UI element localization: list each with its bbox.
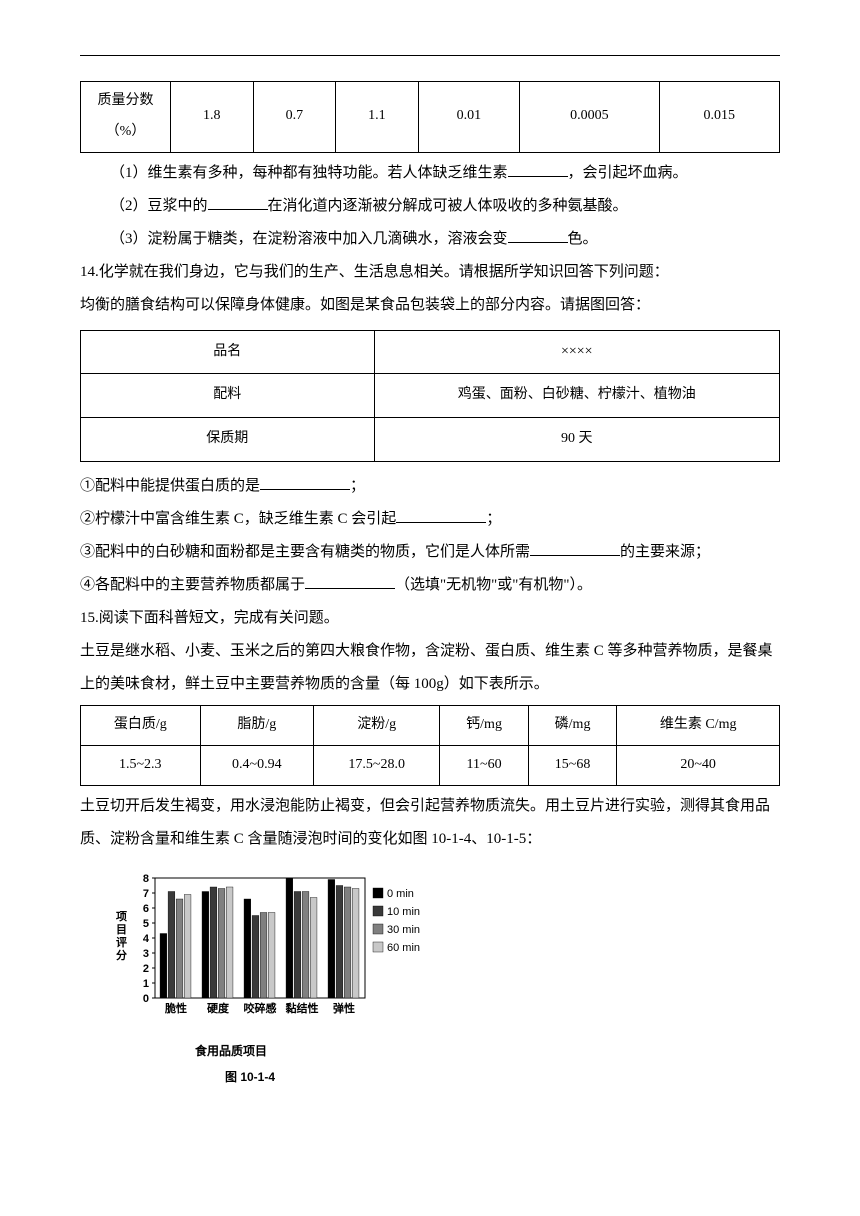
- svg-text:弹性: 弹性: [333, 1001, 355, 1015]
- svg-text:4: 4: [143, 933, 150, 945]
- svg-text:咬碎感: 咬碎感: [244, 1001, 277, 1015]
- svg-text:0 min: 0 min: [387, 888, 414, 900]
- svg-text:10 min: 10 min: [387, 906, 420, 918]
- cell: 90 天: [374, 418, 779, 462]
- cell: 品名: [81, 330, 375, 374]
- cell: 1.5~2.3: [81, 745, 201, 785]
- q14-part2: ②柠檬汁中富含维生素 C，缺乏维生素 C 会引起 ；: [80, 503, 780, 536]
- cell: 17.5~28.0: [314, 745, 440, 785]
- q13-part2: （2）豆浆中的 在消化道内逐渐被分解成可被人体吸收的多种氨基酸。: [80, 190, 780, 223]
- blank: [508, 228, 568, 243]
- svg-text:5: 5: [143, 918, 149, 930]
- chart-caption: 图 10-1-4: [225, 1064, 780, 1090]
- table-row: 1.5~2.3 0.4~0.94 17.5~28.0 11~60 15~68 2…: [81, 745, 780, 785]
- cell: ××××: [374, 330, 779, 374]
- cell: 保质期: [81, 418, 375, 462]
- text: ③配料中的白砂糖和面粉都是主要含有糖类的物质，它们是人体所需: [80, 544, 530, 560]
- cell: 0.015: [659, 82, 779, 153]
- text: 色。: [568, 231, 598, 247]
- header: 脂肪/g: [200, 705, 314, 745]
- page-top-rule: [80, 55, 780, 56]
- svg-text:7: 7: [143, 888, 149, 900]
- header: 淀粉/g: [314, 705, 440, 745]
- cell: 15~68: [528, 745, 617, 785]
- cell: 0.0005: [520, 82, 659, 153]
- svg-text:2: 2: [143, 963, 149, 975]
- header: 磷/mg: [528, 705, 617, 745]
- cell: 0.7: [253, 82, 336, 153]
- blank: [396, 508, 486, 523]
- svg-text:6: 6: [143, 903, 149, 915]
- header: 蛋白质/g: [81, 705, 201, 745]
- q15-intro: 15.阅读下面科普短文，完成有关问题。: [80, 602, 780, 635]
- cell: 1.1: [336, 82, 419, 153]
- cell: 0.4~0.94: [200, 745, 314, 785]
- bar-chart-figure: 0 1 2 3 4 5 6 7 8 项目评分脆性 硬度咬碎感黏结性弹性 0 min 10 min 30 m…: [100, 868, 780, 1091]
- row-label: 质量分数（%）: [81, 82, 171, 153]
- table-row: 保质期 90 天: [81, 418, 780, 462]
- cell: 0.01: [418, 82, 520, 153]
- potato-nutrition-table: 蛋白质/g 脂肪/g 淀粉/g 钙/mg 磷/mg 维生素 C/mg 1.5~2…: [80, 705, 780, 786]
- svg-text:8: 8: [143, 873, 149, 885]
- chart-xlabel: 食用品质项目: [195, 1038, 780, 1064]
- q15-body2: 土豆切开后发生褐变，用水浸泡能防止褐变，但会引起营养物质流失。用土豆片进行实验，…: [80, 790, 780, 856]
- text: （1）维生素有多种，每种都有独特功能。若人体缺乏维生素: [110, 165, 508, 181]
- svg-text:30 min: 30 min: [387, 924, 420, 936]
- svg-text:项目评分: 项目评分: [116, 910, 127, 962]
- text: （选填"无机物"或"有机物"）。: [395, 577, 592, 593]
- q14-part1: ①配料中能提供蛋白质的是 ；: [80, 470, 780, 503]
- bar-chart-svg: 0 1 2 3 4 5 6 7 8 项目评分脆性 硬度咬碎感黏结性弹性 0 min 10 min 30 m…: [100, 868, 460, 1023]
- text: （3）淀粉属于糖类，在淀粉溶液中加入几滴碘水，溶液会变: [110, 231, 508, 247]
- svg-text:3: 3: [143, 948, 149, 960]
- text: 在消化道内逐渐被分解成可被人体吸收的多种氨基酸。: [268, 198, 628, 214]
- svg-text:60 min: 60 min: [387, 942, 420, 954]
- cell: 1.8: [171, 82, 254, 153]
- svg-text:1: 1: [143, 978, 149, 990]
- header: 钙/mg: [440, 705, 529, 745]
- table-row: 质量分数（%） 1.8 0.7 1.1 0.01 0.0005 0.015: [81, 82, 780, 153]
- svg-text:0: 0: [143, 993, 149, 1005]
- q15-body1: 土豆是继水稻、小麦、玉米之后的第四大粮食作物，含淀粉、蛋白质、维生素 C 等多种…: [80, 635, 780, 701]
- text: 的主要来源；: [620, 544, 710, 560]
- q14-intro1: 14.化学就在我们身边，它与我们的生产、生活息息相关。请根据所学知识回答下列问题…: [80, 256, 780, 289]
- table-row: 蛋白质/g 脂肪/g 淀粉/g 钙/mg 磷/mg 维生素 C/mg: [81, 705, 780, 745]
- blank: [260, 475, 350, 490]
- q14-intro2: 均衡的膳食结构可以保障身体健康。如图是某食品包装袋上的部分内容。请据图回答：: [80, 289, 780, 322]
- q14-part4: ④各配料中的主要营养物质都属于 （选填"无机物"或"有机物"）。: [80, 569, 780, 602]
- blank: [530, 541, 620, 556]
- text: ①配料中能提供蛋白质的是: [80, 478, 260, 494]
- q13-part1: （1）维生素有多种，每种都有独特功能。若人体缺乏维生素 ，会引起坏血病。: [80, 157, 780, 190]
- cell: 鸡蛋、面粉、白砂糖、柠檬汁、植物油: [374, 374, 779, 418]
- blank: [508, 162, 568, 177]
- svg-text:脆性: 脆性: [164, 1001, 187, 1015]
- blank: [208, 195, 268, 210]
- cell: 配料: [81, 374, 375, 418]
- blank: [305, 574, 395, 589]
- q13-part3: （3）淀粉属于糖类，在淀粉溶液中加入几滴碘水，溶液会变 色。: [80, 223, 780, 256]
- cell: 11~60: [440, 745, 529, 785]
- header: 维生素 C/mg: [617, 705, 780, 745]
- text: ；: [350, 478, 365, 494]
- mass-fraction-table: 质量分数（%） 1.8 0.7 1.1 0.01 0.0005 0.015: [80, 81, 780, 153]
- text: ；: [486, 511, 501, 527]
- cell: 20~40: [617, 745, 780, 785]
- text: ④各配料中的主要营养物质都属于: [80, 577, 305, 593]
- table-row: 品名 ××××: [81, 330, 780, 374]
- text: ②柠檬汁中富含维生素 C，缺乏维生素 C 会引起: [80, 511, 396, 527]
- q14-part3: ③配料中的白砂糖和面粉都是主要含有糖类的物质，它们是人体所需 的主要来源；: [80, 536, 780, 569]
- text: （2）豆浆中的: [110, 198, 208, 214]
- food-package-table: 品名 ×××× 配料 鸡蛋、面粉、白砂糖、柠檬汁、植物油 保质期 90 天: [80, 330, 780, 462]
- svg-text:硬度: 硬度: [207, 1001, 230, 1015]
- svg-text:黏结性: 黏结性: [286, 1001, 319, 1015]
- table-row: 配料 鸡蛋、面粉、白砂糖、柠檬汁、植物油: [81, 374, 780, 418]
- text: ，会引起坏血病。: [568, 165, 688, 181]
